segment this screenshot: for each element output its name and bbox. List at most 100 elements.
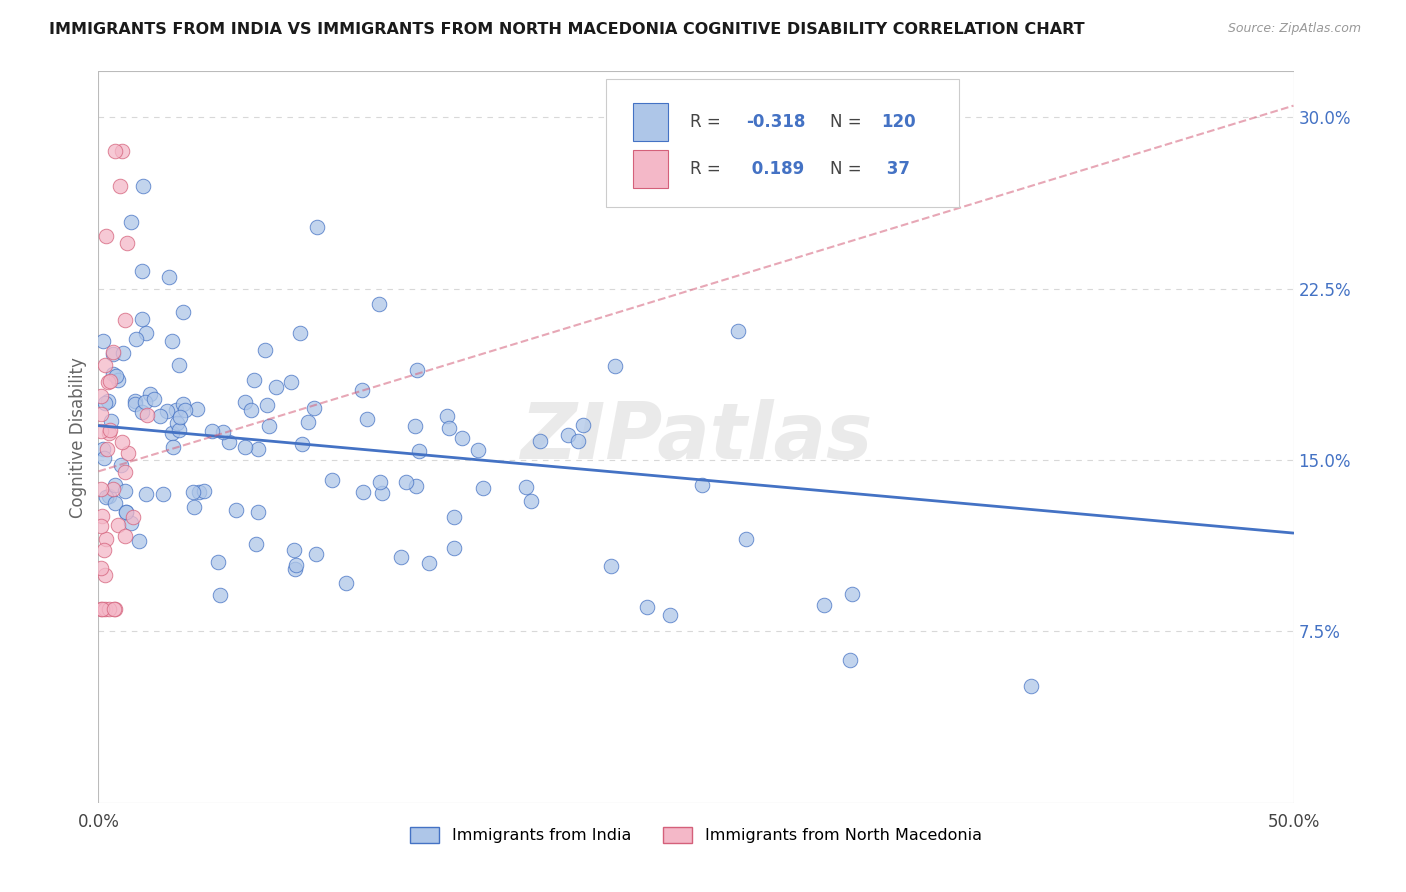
Point bbox=[115, 235, 138, 250]
Point bbox=[131, 311, 153, 326]
Legend: Immigrants from India, Immigrants from North Macedonia: Immigrants from India, Immigrants from N… bbox=[404, 821, 988, 850]
Text: 37: 37 bbox=[882, 161, 910, 178]
Point bbox=[94, 490, 117, 504]
Point bbox=[96, 442, 118, 456]
Point bbox=[169, 410, 191, 425]
Point bbox=[90, 561, 112, 575]
Point bbox=[157, 269, 180, 284]
Text: -0.318: -0.318 bbox=[747, 112, 806, 131]
Point bbox=[120, 215, 142, 229]
Point bbox=[117, 446, 139, 460]
Point bbox=[97, 375, 120, 389]
Point bbox=[152, 487, 174, 501]
Point bbox=[405, 419, 427, 434]
Point bbox=[90, 601, 112, 615]
Point bbox=[183, 500, 205, 514]
Point bbox=[90, 389, 112, 403]
Point bbox=[90, 519, 112, 533]
Point bbox=[288, 326, 311, 341]
Point bbox=[172, 305, 194, 319]
Point bbox=[418, 557, 440, 571]
Point bbox=[124, 397, 146, 411]
Point bbox=[599, 558, 621, 573]
Point bbox=[90, 424, 112, 438]
Point bbox=[254, 343, 277, 358]
Point bbox=[283, 542, 305, 557]
Point bbox=[104, 145, 127, 159]
Point bbox=[209, 589, 232, 603]
Text: 0.189: 0.189 bbox=[747, 161, 804, 178]
Point bbox=[520, 494, 543, 508]
Point bbox=[186, 402, 208, 417]
Point bbox=[391, 550, 413, 565]
Point bbox=[370, 485, 392, 500]
Point bbox=[98, 423, 121, 437]
Point bbox=[352, 485, 374, 500]
Point bbox=[131, 405, 153, 419]
Point bbox=[567, 434, 589, 449]
Point bbox=[110, 458, 132, 472]
Point bbox=[218, 434, 240, 449]
Point bbox=[240, 403, 263, 417]
Point bbox=[128, 534, 150, 549]
Point bbox=[108, 178, 131, 193]
Y-axis label: Cognitive Disability: Cognitive Disability bbox=[69, 357, 87, 517]
Point bbox=[285, 558, 308, 572]
Point bbox=[408, 443, 430, 458]
Text: R =: R = bbox=[690, 161, 725, 178]
Text: ZIPatlas: ZIPatlas bbox=[520, 399, 872, 475]
Point bbox=[207, 555, 229, 569]
Point bbox=[201, 425, 224, 439]
Text: N =: N = bbox=[830, 112, 862, 131]
Point bbox=[572, 417, 595, 432]
Point bbox=[162, 440, 184, 454]
Point bbox=[107, 373, 129, 387]
Point bbox=[94, 533, 117, 547]
Point bbox=[93, 568, 115, 582]
Point bbox=[304, 401, 326, 416]
Point bbox=[368, 475, 391, 489]
Point bbox=[233, 440, 256, 454]
Point bbox=[97, 490, 120, 504]
Point bbox=[352, 383, 374, 397]
Point bbox=[100, 415, 122, 429]
Point bbox=[225, 503, 247, 517]
Point bbox=[166, 416, 188, 430]
Point bbox=[335, 576, 357, 591]
Point bbox=[103, 483, 125, 497]
Point bbox=[94, 229, 117, 244]
Point bbox=[451, 431, 474, 445]
Point bbox=[280, 376, 302, 390]
Point bbox=[1019, 679, 1042, 693]
Bar bbox=[633, 151, 668, 188]
Point bbox=[94, 396, 117, 410]
Point bbox=[94, 601, 117, 615]
Point bbox=[124, 393, 146, 408]
Point bbox=[114, 313, 136, 327]
Point bbox=[245, 537, 267, 551]
Point bbox=[297, 415, 319, 429]
Text: R =: R = bbox=[690, 112, 725, 131]
Point bbox=[356, 411, 378, 425]
Point bbox=[98, 375, 121, 389]
Point bbox=[91, 442, 114, 456]
Point bbox=[103, 601, 125, 615]
Point bbox=[257, 418, 280, 433]
Point bbox=[90, 601, 112, 615]
Point bbox=[437, 420, 460, 434]
Point bbox=[305, 220, 328, 235]
Point bbox=[93, 450, 115, 465]
Point bbox=[188, 485, 211, 500]
Point bbox=[94, 358, 117, 372]
Point bbox=[114, 505, 136, 519]
Point bbox=[183, 485, 205, 500]
Point bbox=[690, 477, 713, 491]
Point bbox=[101, 347, 124, 361]
Point bbox=[135, 487, 157, 501]
Point bbox=[135, 408, 157, 422]
Point bbox=[139, 387, 162, 401]
Bar bbox=[633, 103, 668, 141]
Point bbox=[235, 395, 257, 409]
Point bbox=[104, 477, 127, 491]
Point bbox=[603, 359, 626, 373]
